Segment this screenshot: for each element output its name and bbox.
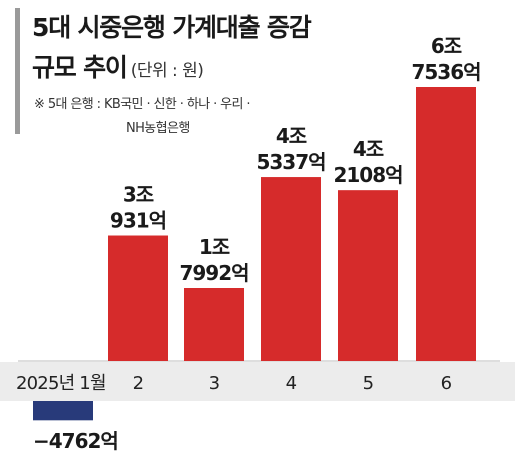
- data-label: 4조: [353, 137, 384, 161]
- chart-title: 5대 시중은행 가계대출 증감: [32, 13, 312, 42]
- bar: [416, 87, 476, 361]
- x-tick-label: 2: [133, 373, 144, 394]
- data-label: 931억: [110, 209, 166, 233]
- bar: [108, 235, 168, 361]
- unit-label: (단위 : 원): [130, 61, 204, 81]
- x-tick-label: 5: [363, 373, 374, 394]
- bar: [261, 177, 321, 361]
- title-accent-bar: [15, 8, 20, 134]
- data-label: 6조: [431, 34, 462, 58]
- axis-label-band: [0, 362, 515, 401]
- data-label: 2108억: [333, 163, 402, 187]
- data-label: −4762억: [33, 429, 118, 453]
- data-label: 7536억: [411, 60, 480, 84]
- data-label: 3조: [123, 183, 154, 207]
- data-label: 5337억: [256, 150, 325, 174]
- x-tick-label: 2025년 1월: [16, 373, 106, 394]
- data-label: 4조: [276, 124, 307, 148]
- bar: [184, 288, 244, 361]
- x-tick-label: 6: [441, 373, 452, 394]
- bar: [338, 190, 398, 361]
- bank-note-continued: NH농협은행: [126, 121, 190, 136]
- chart-title-continued: 규모 추이: [32, 53, 128, 82]
- data-label: 7992억: [179, 261, 248, 285]
- bank-note: ※ 5대 은행 : KB국민 · 신한 · 하나 · 우리 ·: [34, 97, 251, 112]
- x-tick-label: 4: [286, 373, 297, 394]
- chart-title-line2: 규모 추이 (단위 : 원): [32, 48, 204, 84]
- x-tick-label: 3: [209, 373, 220, 394]
- bar: [33, 401, 93, 421]
- data-label: 1조: [199, 235, 230, 259]
